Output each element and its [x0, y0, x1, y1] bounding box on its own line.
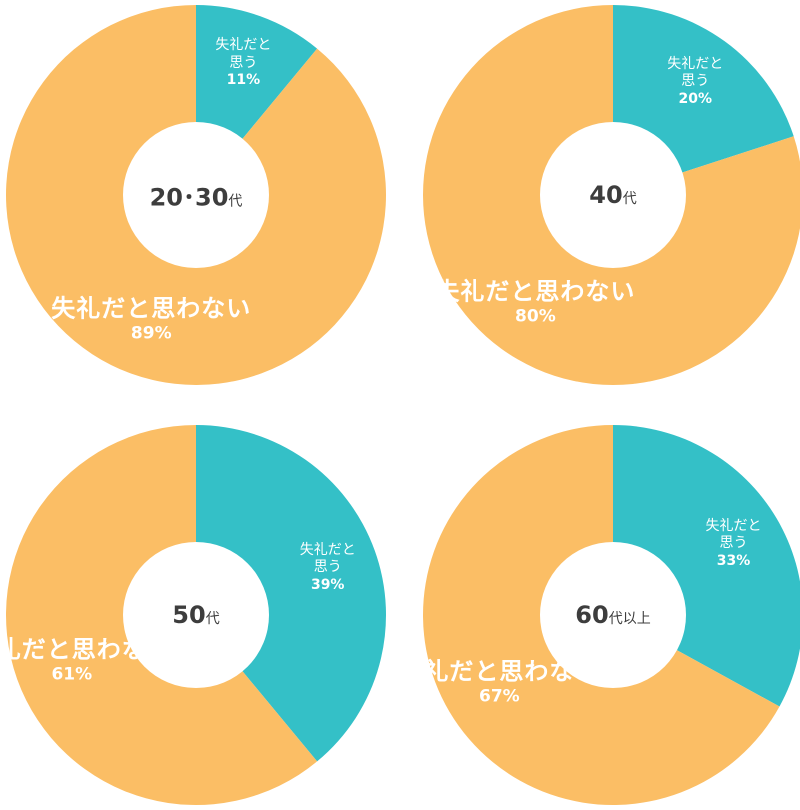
donut-hole — [540, 542, 686, 688]
donut-chart-svg — [423, 5, 800, 385]
donut-chart: 失礼だと 思う 11% 失礼だと思わない 89% 20･30代 — [1, 0, 391, 390]
slice-label-not-think-rude: 失礼だと思わない61% — [0, 634, 172, 685]
slice-label-not-think-rude: 失礼だと思わない 80% — [435, 276, 635, 327]
slice-value-label: 11% — [226, 72, 261, 89]
age-group-number: 60 — [575, 601, 609, 629]
slice-category-label: 失礼だと — [299, 541, 356, 558]
slice-category-label: 思う — [681, 72, 710, 89]
slice-label-think-rude: 失礼だと 思う 39% — [300, 541, 356, 594]
slice-think-rude — [196, 425, 387, 762]
slice-value-label: 67% — [479, 686, 520, 707]
donut-hole — [540, 122, 686, 268]
slice-category-label: 失礼だと — [215, 37, 272, 54]
slice-value-label: 39% — [310, 576, 345, 593]
donut-chart: 失礼だと 思う 20% 失礼だと思わない 80% 40代 — [418, 0, 800, 390]
slice-category-label: 失礼だと思わない — [51, 294, 252, 323]
slice-category-label: 思う — [313, 558, 342, 575]
slice-category-label: 失礼だと — [667, 55, 724, 72]
slice-category-label: 失礼だと思わない — [399, 657, 600, 686]
slice-label-think-rude: 失礼だと 思う 11% — [215, 37, 271, 90]
slice-category-label: 失礼だと思わない — [435, 277, 636, 306]
donut-hole — [123, 542, 269, 688]
age-group-suffix: 代 — [205, 611, 220, 627]
age-group-number: 50 — [172, 601, 206, 629]
age-group-label: 50代 — [172, 601, 219, 629]
age-group-suffix: 代 — [622, 191, 637, 207]
donut-chart-svg — [6, 5, 387, 385]
age-group-number: 40 — [589, 181, 623, 209]
slice-value-label: 20% — [678, 90, 713, 107]
slice-category-label: 失礼だと — [705, 517, 762, 534]
slice-label-think-rude: 失礼だと 思う 20% — [667, 55, 723, 108]
age-group-label: 20･30代 — [150, 178, 243, 213]
slice-label-not-think-rude: 失礼だと思わない 89% — [51, 294, 251, 345]
slice-category-label: 思う — [719, 534, 748, 551]
slice-label-think-rude: 失礼だと 思う 33% — [706, 517, 762, 570]
slice-label-not-think-rude: 失礼だと思わない 67% — [399, 657, 599, 708]
slice-value-label: 61% — [51, 664, 93, 685]
slice-value-label: 33% — [716, 552, 751, 569]
age-group-label: 40代 — [589, 181, 636, 209]
age-group-number: 20･30 — [149, 183, 229, 212]
donut-chart-svg — [6, 425, 387, 805]
donut-hole — [123, 122, 269, 268]
slice-value-label: 89% — [130, 323, 172, 344]
slice-category-label: 失礼だと思わない — [0, 635, 172, 664]
slice-category-label: 思う — [229, 54, 258, 71]
age-group-label: 60代以上 — [575, 601, 650, 629]
donut-chart: 失礼だと 思う 33% 失礼だと思わない 67% 60代以上 — [399, 420, 800, 810]
slice-value-label: 80% — [515, 306, 556, 327]
age-group-suffix: 代 — [228, 193, 243, 210]
donut-chart-svg — [423, 425, 800, 805]
age-group-suffix: 代以上 — [608, 611, 651, 627]
